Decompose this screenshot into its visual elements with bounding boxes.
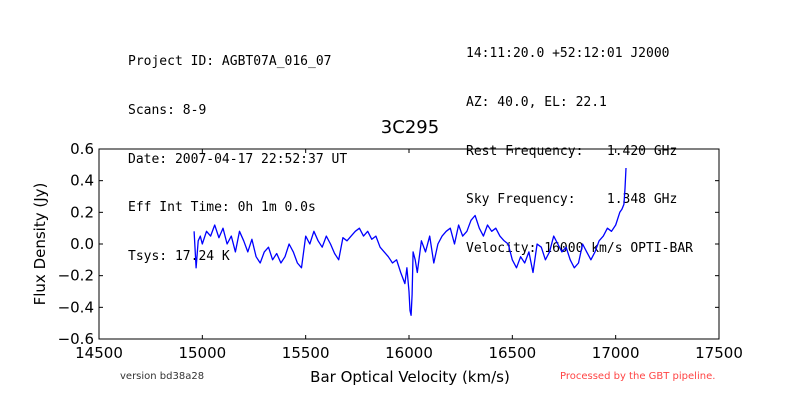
x-axis-label: Bar Optical Velocity (km/s): [310, 368, 510, 386]
velocity-text: Velocity: 16000 km/s OPTI-BAR: [466, 240, 693, 256]
project-id-text: Project ID: AGBT07A_016_07: [128, 54, 332, 70]
y-tick-label: 0.4: [70, 172, 94, 190]
version-text: version bd38a28: [120, 371, 205, 382]
scans-text: Scans: 8-9: [128, 103, 207, 118]
series-layer: [193, 167, 627, 316]
y-axis-label: Flux Density (Jy): [31, 183, 49, 306]
x-tick-label: 16000: [385, 344, 433, 362]
ticks-layer: 14500 15000 15500 16000 16500 17000 17500 −0.6 −…: [58, 140, 743, 362]
x-tick-label: 15500: [282, 344, 330, 362]
y-tick-label: −0.6: [58, 330, 94, 348]
coordinates-text: 14:11:20.0 +52:12:01 J2000: [466, 46, 670, 62]
y-tick-label: −0.2: [58, 267, 94, 285]
sky-frequency-text: Sky Frequency: 1.348 GHz: [466, 192, 678, 208]
eff-int-time-text: Eff Int Time: 0h 1m 0.0s: [128, 200, 316, 216]
spectrum-line: [193, 167, 627, 316]
y-tick-label: −0.4: [58, 298, 94, 316]
header-right-info: 14:11:20.0 +52:12:01 J2000 AZ: 40.0, EL:…: [466, 14, 693, 273]
x-tick-label: 17500: [695, 344, 743, 362]
az-el-text: AZ: 40.0, EL: 22.1: [466, 95, 607, 110]
y-tick-label: 0.0: [70, 235, 94, 253]
date-text: Date: 2007-04-17 22:52:37 UT: [128, 151, 348, 167]
x-tick-label: 16500: [488, 344, 536, 362]
rest-frequency-text: Rest Frequency: 1.420 GHz: [466, 143, 678, 159]
y-tick-label: 0.2: [70, 203, 94, 221]
pipeline-credit-text: Processed by the GBT pipeline.: [560, 371, 716, 382]
tsys-text: Tsys: 17.24 K: [128, 248, 230, 264]
header-left-info: Project ID: AGBT07A_016_07 Scans: 8-9 Da…: [128, 22, 347, 281]
chart-title: 3C295: [381, 117, 439, 138]
x-tick-label: 14500: [75, 344, 123, 362]
x-tick-label: 15000: [178, 344, 226, 362]
y-tick-label: 0.6: [70, 140, 94, 158]
x-tick-label: 17000: [592, 344, 640, 362]
